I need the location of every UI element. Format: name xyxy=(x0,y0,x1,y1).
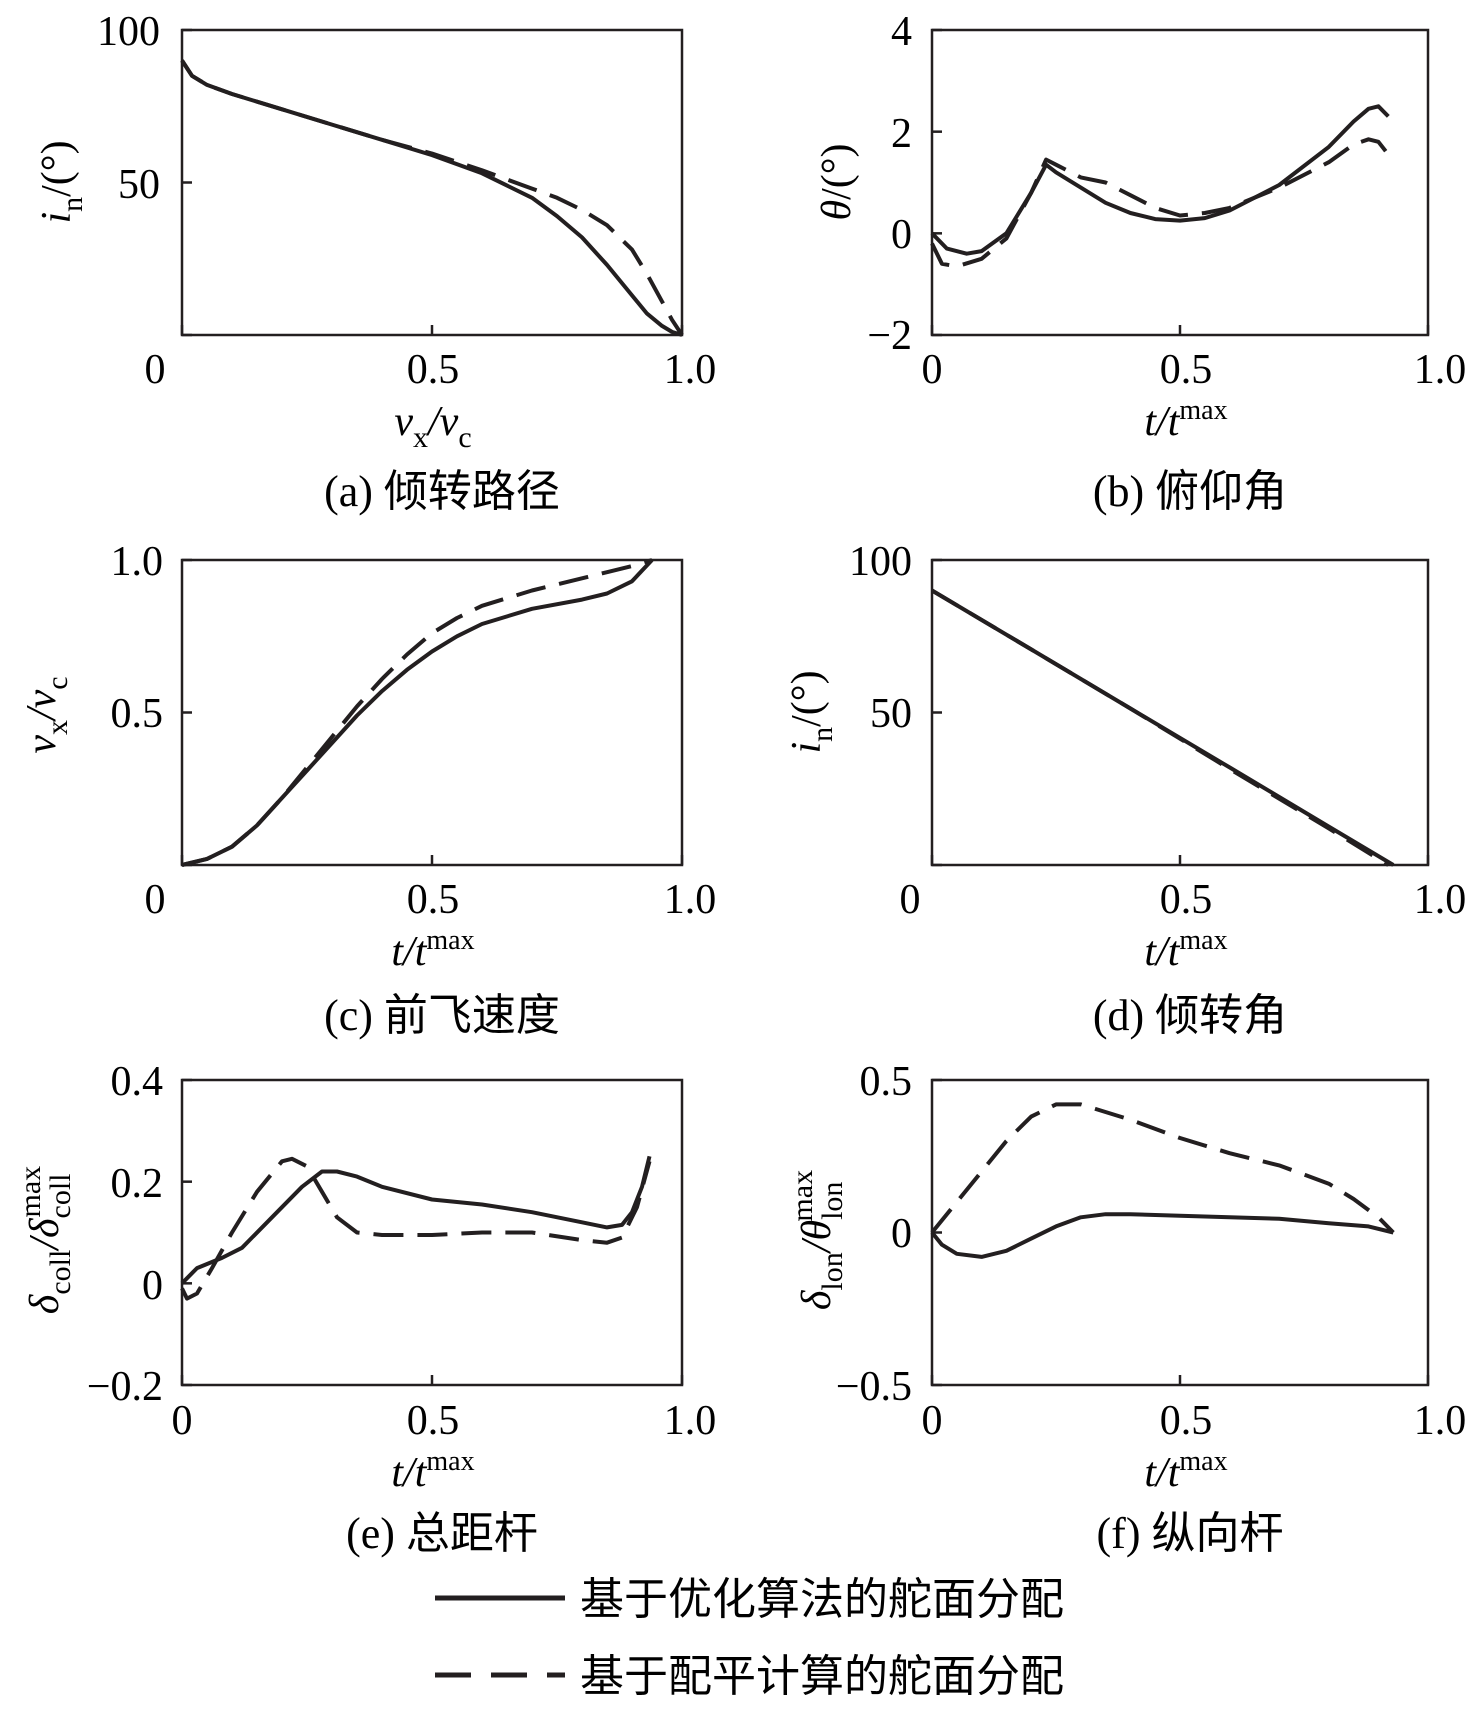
panel-f-xtick-0: 0 xyxy=(922,1398,943,1444)
panel-d-xtick-0: 0 xyxy=(900,877,921,923)
panel-f-frame xyxy=(930,1078,1430,1387)
panel-e-series-solid xyxy=(180,1155,652,1285)
panel-a-xtick-0.5: 0.5 xyxy=(407,347,460,393)
panel-c-series-dashed xyxy=(181,558,653,867)
panel-a-caption: (a) 倾转路径 xyxy=(324,467,560,516)
panel-b-ylabel: θ/(°) xyxy=(814,143,860,220)
panel-c-xtick-0: 0 xyxy=(145,877,166,923)
panel-b-series-dashed xyxy=(930,137,1390,269)
panel-b-frame xyxy=(930,28,1430,337)
panel-c-ytick-0.5: 0.5 xyxy=(111,691,164,737)
panel-c-xlabel: t/tmax xyxy=(391,925,474,975)
panel-d-xtick-1.0: 1.0 xyxy=(1414,877,1467,923)
panel-b-xtick-0.5: 0.5 xyxy=(1160,347,1213,393)
panel-f-ytick-neg0.5: −0.5 xyxy=(836,1364,912,1410)
panel-c-ytick-1.0: 1.0 xyxy=(111,539,164,585)
panel-c-series-solid xyxy=(181,558,654,867)
panel-c-xtick-0.5: 0.5 xyxy=(407,877,460,923)
panel-e-caption: (e) 总距杆 xyxy=(346,1509,538,1558)
panel-e-xlabel: t/tmax xyxy=(391,1446,474,1496)
panel-a-series-dashed xyxy=(180,59,684,337)
legend-label-optimization: 基于优化算法的舵面分配 xyxy=(580,1575,1064,1624)
panel-e: 0.4 0.2 0 −0.2 0 0.5 1.0 t/tmax δcoll/δc… xyxy=(14,1059,716,1558)
panel-d-ytick-50: 50 xyxy=(870,691,912,737)
panel-e-series-dashed xyxy=(180,1156,652,1301)
panel-e-ytick-0.2: 0.2 xyxy=(111,1161,164,1207)
panel-f-ylabel: δlon/θlonmax xyxy=(786,1170,849,1310)
panel-b-ytick-neg2: −2 xyxy=(867,313,912,359)
panel-d-caption: (d) 倾转角 xyxy=(1093,991,1287,1040)
panel-a-xlabel: vx/vc xyxy=(394,399,471,454)
panel-b-xtick-1.0: 1.0 xyxy=(1414,347,1467,393)
panel-f: 0.5 0 −0.5 0 0.5 1.0 t/tmax δlon/θlonmax… xyxy=(786,1059,1466,1558)
panel-c-caption: (c) 前飞速度 xyxy=(324,991,560,1040)
panel-a-ytick-100: 100 xyxy=(97,9,160,55)
panel-e-ylabel: δcoll/δcollmax xyxy=(14,1166,77,1314)
panel-a: 100 50 0 0.5 1.0 vx/vc in/(°) (a) 倾转路径 xyxy=(34,9,716,516)
panel-d-xtick-0.5: 0.5 xyxy=(1160,877,1213,923)
panel-c-ylabel: vx/vc xyxy=(19,676,74,753)
panel-a-ytick-50: 50 xyxy=(118,162,160,208)
panel-f-series-solid xyxy=(930,1212,1394,1259)
panel-b-xtick-0: 0 xyxy=(922,347,943,393)
panel-f-series-dashed xyxy=(930,1102,1395,1234)
panel-e-xtick-0.5: 0.5 xyxy=(407,1398,460,1444)
panel-d-frame xyxy=(930,558,1430,867)
panel-e-ytick-0.4: 0.4 xyxy=(111,1059,164,1105)
panel-d-series-dashed xyxy=(930,588,1390,867)
panel-f-ytick-0: 0 xyxy=(891,1211,912,1257)
panel-b-series-solid xyxy=(930,104,1390,256)
panel-e-xtick-0: 0 xyxy=(172,1398,193,1444)
panel-f-xlabel: t/tmax xyxy=(1144,1446,1227,1496)
panel-b-caption: (b) 俯仰角 xyxy=(1093,467,1287,516)
panel-a-xtick-0: 0 xyxy=(145,347,166,393)
panel-a-ylabel: in/(°) xyxy=(34,140,89,223)
panel-d: 100 50 0 0.5 1.0 t/tmax in/(°) (d) 倾转角 xyxy=(784,539,1466,1040)
panel-d-ylabel: in/(°) xyxy=(784,670,839,753)
panel-f-xtick-0.5: 0.5 xyxy=(1160,1398,1213,1444)
panel-e-ytick-neg0.2: −0.2 xyxy=(87,1364,163,1410)
panel-d-ytick-100: 100 xyxy=(849,539,912,585)
panel-a-xtick-1.0: 1.0 xyxy=(664,347,717,393)
panel-e-xtick-1.0: 1.0 xyxy=(664,1398,717,1444)
legend: 基于优化算法的舵面分配 基于配平计算的舵面分配 xyxy=(435,1575,1064,1701)
panel-c-frame xyxy=(180,558,684,867)
panel-e-ytick-0: 0 xyxy=(142,1263,163,1309)
panel-b-xlabel: t/tmax xyxy=(1144,395,1227,445)
panel-b-ytick-4: 4 xyxy=(891,9,912,55)
panel-f-caption: (f) 纵向杆 xyxy=(1097,1509,1284,1558)
panel-f-xtick-1.0: 1.0 xyxy=(1414,1398,1467,1444)
panel-b-ytick-2: 2 xyxy=(891,111,912,157)
panel-c-xtick-1.0: 1.0 xyxy=(664,877,717,923)
panel-f-ytick-0.5: 0.5 xyxy=(860,1059,913,1105)
panel-b: 4 2 0 −2 0 0.5 1.0 t/tmax θ/(°) (b) 俯仰角 xyxy=(814,9,1466,516)
legend-label-trim: 基于配平计算的舵面分配 xyxy=(580,1652,1064,1701)
panel-c: 1.0 0.5 0 0.5 1.0 t/tmax vx/vc (c) 前飞速度 xyxy=(19,539,716,1040)
panel-a-frame xyxy=(180,28,684,337)
panel-d-xlabel: t/tmax xyxy=(1144,925,1227,975)
panel-b-ytick-0: 0 xyxy=(891,212,912,258)
